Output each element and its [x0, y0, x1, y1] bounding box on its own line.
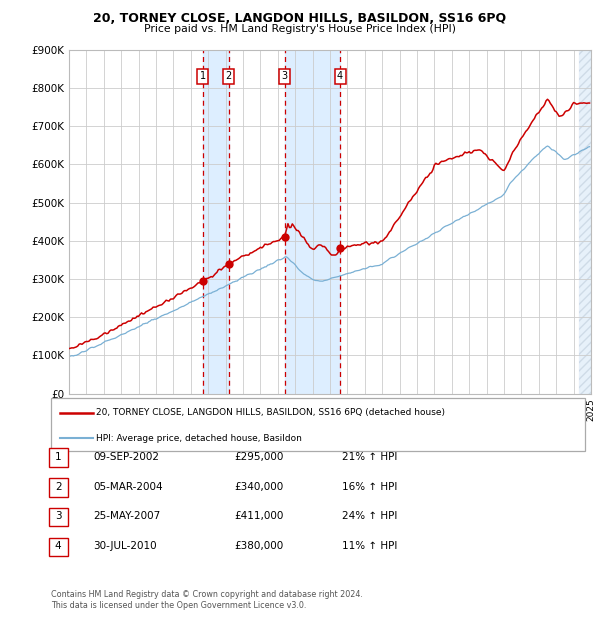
Text: 2: 2: [226, 71, 232, 81]
Text: 2: 2: [55, 482, 62, 492]
Text: 24% ↑ HPI: 24% ↑ HPI: [342, 512, 397, 521]
Text: 20, TORNEY CLOSE, LANGDON HILLS, BASILDON, SS16 6PQ: 20, TORNEY CLOSE, LANGDON HILLS, BASILDO…: [94, 12, 506, 25]
Text: £340,000: £340,000: [234, 482, 283, 492]
Text: 21% ↑ HPI: 21% ↑ HPI: [342, 452, 397, 462]
Text: £295,000: £295,000: [234, 452, 283, 462]
Text: 09-SEP-2002: 09-SEP-2002: [93, 452, 159, 462]
Text: 16% ↑ HPI: 16% ↑ HPI: [342, 482, 397, 492]
Text: 1: 1: [200, 71, 206, 81]
Text: 11% ↑ HPI: 11% ↑ HPI: [342, 541, 397, 551]
Bar: [203, 50, 229, 394]
Text: 4: 4: [55, 541, 62, 551]
Text: 05-MAR-2004: 05-MAR-2004: [93, 482, 163, 492]
Text: 3: 3: [55, 512, 62, 521]
Text: HPI: Average price, detached house, Basildon: HPI: Average price, detached house, Basi…: [96, 433, 302, 443]
Text: £380,000: £380,000: [234, 541, 283, 551]
Text: Contains HM Land Registry data © Crown copyright and database right 2024.
This d: Contains HM Land Registry data © Crown c…: [51, 590, 363, 609]
Text: £411,000: £411,000: [234, 512, 283, 521]
Text: 25-MAY-2007: 25-MAY-2007: [93, 512, 160, 521]
Bar: [579, 50, 591, 394]
Bar: [579, 50, 591, 394]
Text: 4: 4: [337, 71, 343, 81]
Text: 1: 1: [55, 452, 62, 462]
Text: 30-JUL-2010: 30-JUL-2010: [93, 541, 157, 551]
Bar: [285, 50, 340, 394]
Text: 20, TORNEY CLOSE, LANGDON HILLS, BASILDON, SS16 6PQ (detached house): 20, TORNEY CLOSE, LANGDON HILLS, BASILDO…: [96, 409, 445, 417]
Text: Price paid vs. HM Land Registry's House Price Index (HPI): Price paid vs. HM Land Registry's House …: [144, 24, 456, 33]
Text: 3: 3: [281, 71, 288, 81]
